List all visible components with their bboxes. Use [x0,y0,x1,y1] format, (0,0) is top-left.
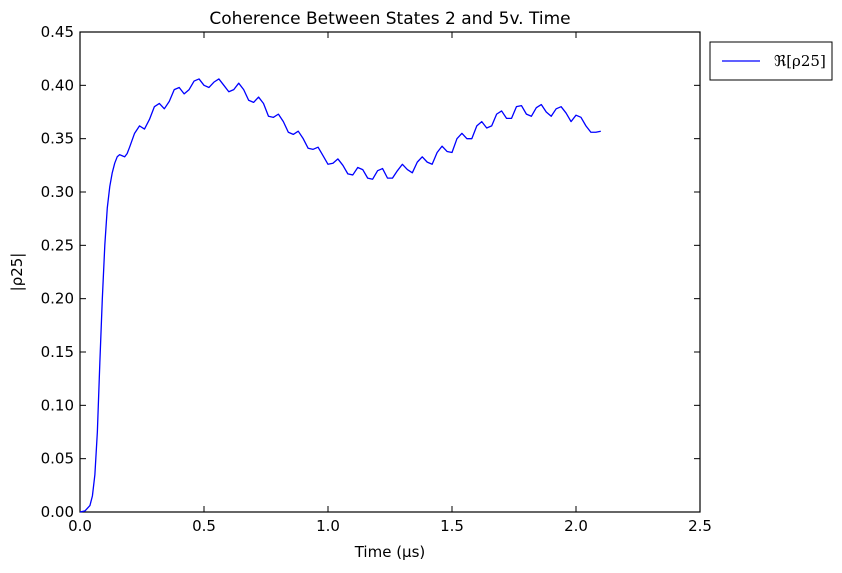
y-tick-label: 0.25 [41,236,74,254]
y-tick-label: 0.10 [41,396,74,414]
legend: ℜ[ρ25] [709,41,833,81]
x-axis: 0.0 0.5 1.0 1.5 2.0 2.5 [68,32,712,535]
plot-area-frame [79,31,701,513]
y-tick-label: 0.40 [41,76,74,94]
y-axis: 0.00 0.05 0.10 0.15 0.20 0.25 0.30 0.35 0.40 0.45 [41,23,700,521]
y-tick-label: 0.15 [41,343,74,361]
x-tick-label: 1.0 [316,517,340,535]
y-tick-label: 0.30 [41,183,74,201]
x-axis-label: Time (μs) [354,543,426,561]
y-tick-label: 0.20 [41,290,74,308]
x-tick-label: 2.0 [564,517,588,535]
y-axis-label: |ρ25| [8,253,26,292]
x-tick-label: 1.5 [440,517,464,535]
y-tick-label: 0.45 [41,23,74,41]
x-tick-label: 0.0 [68,517,92,535]
series-line-0 [79,78,601,513]
x-tick-label: 0.5 [192,517,216,535]
series-layer [79,78,601,513]
y-tick-label: 0.35 [41,130,74,148]
legend-entry-label: ℜ[ρ25] [774,52,826,70]
x-tick-label: 2.5 [688,517,712,535]
y-tick-label: 0.05 [41,450,74,468]
y-tick-label: 0.00 [41,503,74,521]
legend-box [709,41,833,81]
chart-title: Coherence Between States 2 and 5v. Time [209,9,570,29]
